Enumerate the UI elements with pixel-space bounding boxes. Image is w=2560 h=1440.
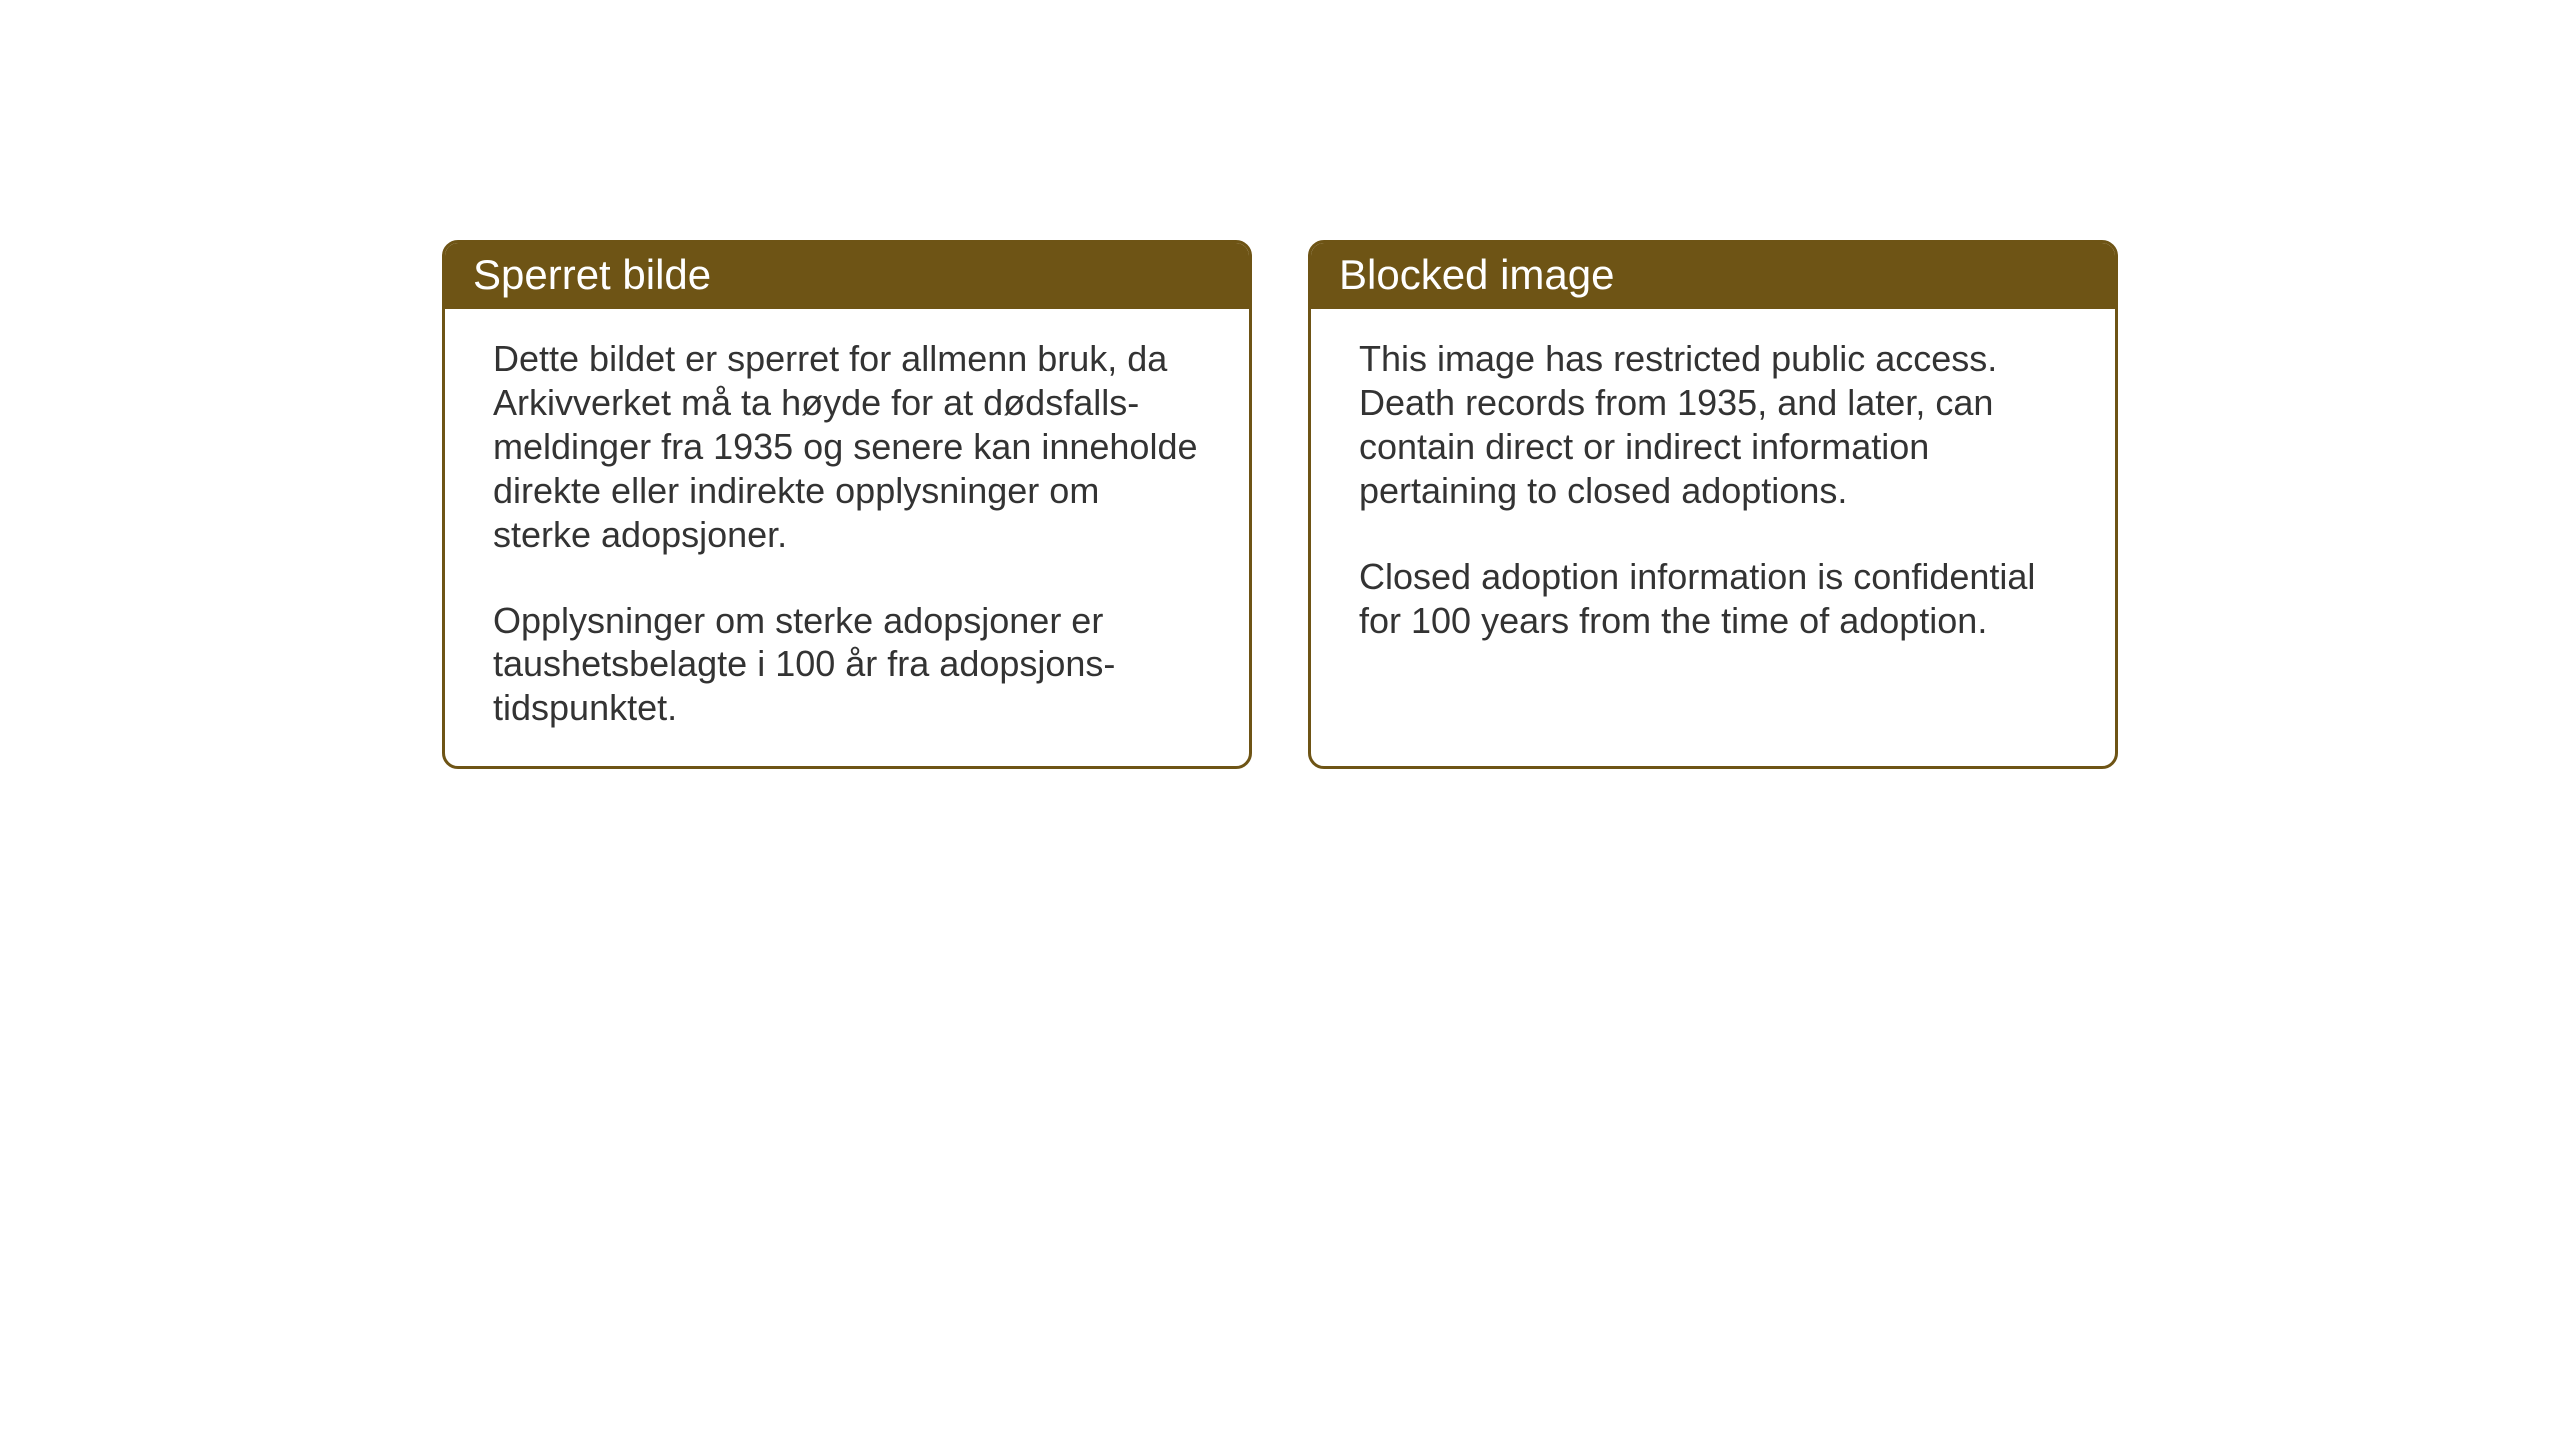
notice-body-english: This image has restricted public access.… <box>1311 309 2115 749</box>
notice-header-norwegian: Sperret bilde <box>445 243 1249 309</box>
notice-title-norwegian: Sperret bilde <box>473 251 711 298</box>
notice-body-norwegian: Dette bildet er sperret for allmenn bruk… <box>445 309 1249 766</box>
notice-paragraph-2-norwegian: Opplysninger om sterke adopsjoner er tau… <box>493 599 1201 731</box>
notice-container: Sperret bilde Dette bildet er sperret fo… <box>442 240 2118 769</box>
notice-paragraph-2-english: Closed adoption information is confident… <box>1359 555 2067 643</box>
notice-header-english: Blocked image <box>1311 243 2115 309</box>
notice-title-english: Blocked image <box>1339 251 1614 298</box>
notice-paragraph-1-norwegian: Dette bildet er sperret for allmenn bruk… <box>493 337 1201 557</box>
notice-card-norwegian: Sperret bilde Dette bildet er sperret fo… <box>442 240 1252 769</box>
notice-paragraph-1-english: This image has restricted public access.… <box>1359 337 2067 513</box>
notice-card-english: Blocked image This image has restricted … <box>1308 240 2118 769</box>
